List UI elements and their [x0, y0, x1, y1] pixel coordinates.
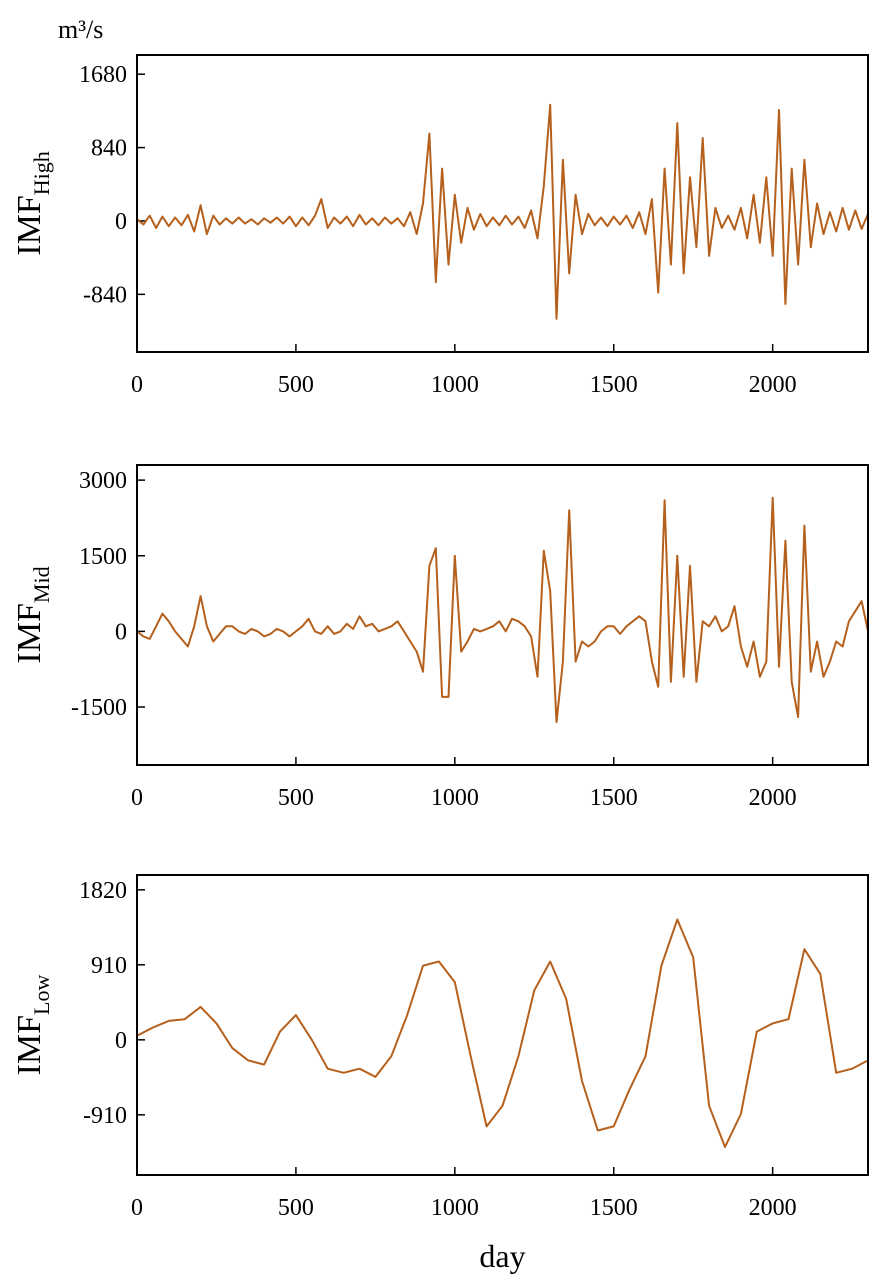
y-tick-label: 840 [91, 136, 127, 162]
y-tick-label: -840 [83, 282, 127, 308]
x-tick-label: 1500 [590, 372, 638, 398]
x-tick-label: 2000 [749, 372, 797, 398]
y-tick-label: 1820 [79, 878, 127, 904]
x-tick-label: 0 [131, 372, 143, 398]
y-axis-label: IMFHigh [11, 151, 54, 255]
y-tick-label: 0 [115, 1028, 127, 1054]
y-tick-label: 0 [115, 619, 127, 645]
plot-frame [136, 54, 869, 353]
y-tick-label: 3000 [79, 468, 127, 494]
x-tick-label: 2000 [749, 1195, 797, 1221]
x-tick-label: 1000 [431, 1195, 479, 1221]
y-tick-label: 0 [115, 209, 127, 235]
x-tick-label: 500 [278, 785, 314, 811]
x-tick-label: 0 [131, 785, 143, 811]
y-axis-label-sub: Low [29, 974, 54, 1014]
y-axis-label-sub: High [29, 151, 54, 195]
x-tick-label: 2000 [749, 785, 797, 811]
x-axis-label: day [479, 1238, 525, 1274]
y-axis-label-main: IMF [11, 195, 48, 255]
plot-frame [136, 874, 869, 1176]
x-tick-label: 0 [131, 1195, 143, 1221]
data-line [137, 918, 868, 1148]
data-line [137, 496, 868, 724]
y-tick-label: 1500 [79, 544, 127, 570]
y-tick-label: -910 [83, 1103, 127, 1129]
x-tick-label: 1000 [431, 785, 479, 811]
y-axis-label: IMFMid [11, 566, 54, 663]
plot-frame [136, 464, 869, 766]
y-axis-label-main: IMF [11, 1015, 48, 1075]
x-tick-label: 1000 [431, 372, 479, 398]
y-tick-label: 1680 [79, 62, 127, 88]
x-tick-label: 1500 [590, 1195, 638, 1221]
data-line [137, 103, 868, 320]
x-tick-label: 1500 [590, 785, 638, 811]
y-axis-label-main: IMF [11, 603, 48, 663]
y-tick-label: -1500 [71, 695, 127, 721]
x-tick-label: 500 [278, 372, 314, 398]
unit-label: m³/s [58, 15, 103, 44]
y-axis-label-sub: Mid [29, 566, 54, 603]
x-tick-label: 500 [278, 1195, 314, 1221]
y-axis-label: IMFLow [11, 974, 54, 1075]
y-tick-label: 910 [91, 953, 127, 979]
